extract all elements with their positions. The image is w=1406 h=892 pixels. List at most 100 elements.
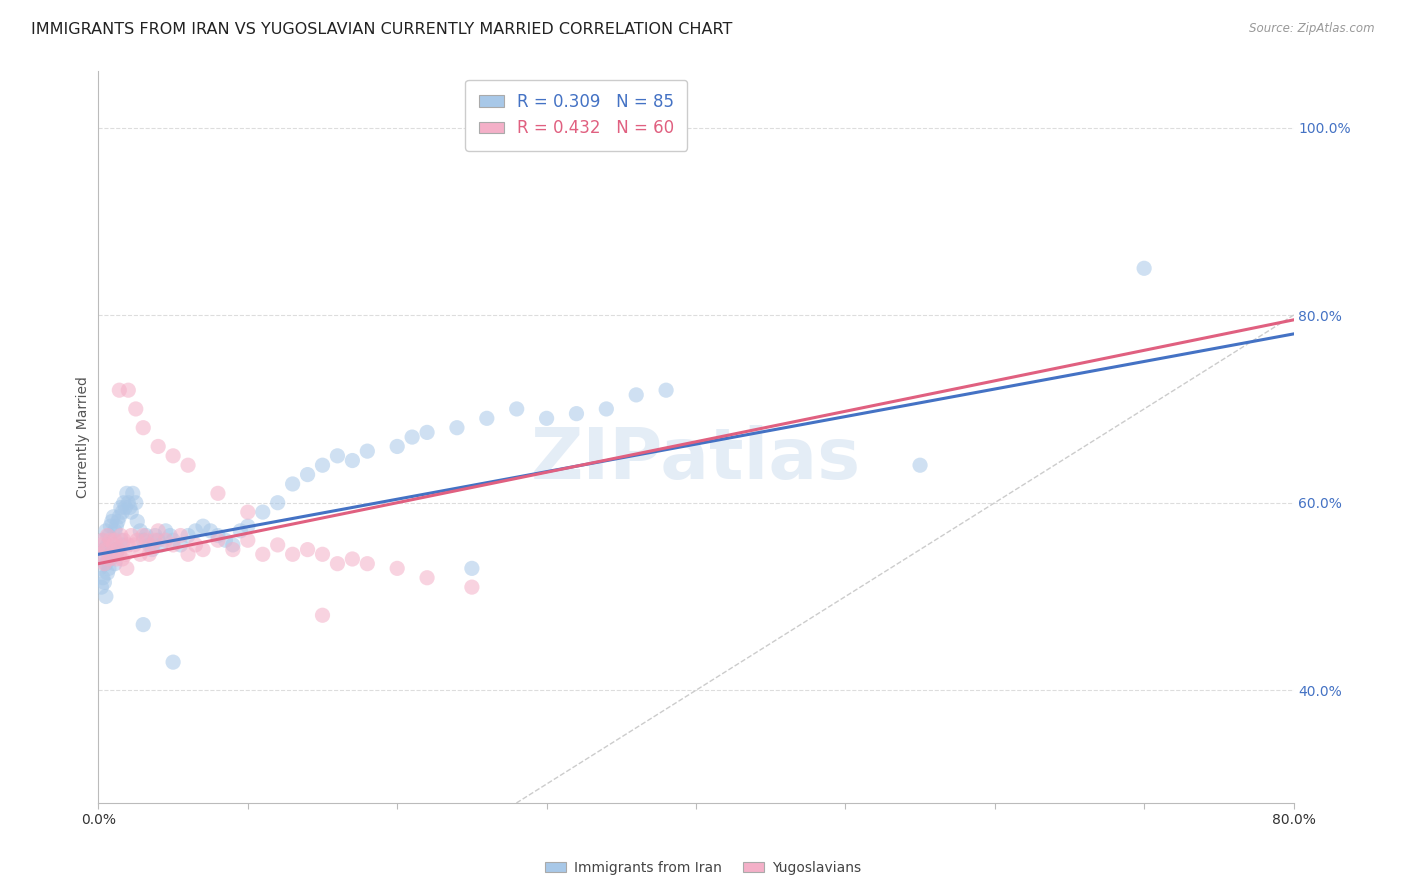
Point (141, 538, 163, 552)
Point (169, 528, 191, 542)
Point (107, 542, 129, 557)
Point (108, 509, 131, 524)
Point (536, 411, 558, 425)
Point (111, 505, 134, 519)
Point (101, 515, 124, 529)
Point (120, 528, 142, 542)
Point (118, 500, 141, 515)
Point (177, 528, 200, 542)
Point (356, 557, 378, 571)
Point (111, 538, 134, 552)
Point (475, 411, 498, 425)
Point (91, 533, 114, 548)
Point (229, 524, 252, 538)
Point (114, 547, 136, 561)
Point (200, 524, 222, 538)
Point (115, 486, 138, 500)
Point (908, 458, 931, 473)
Point (342, 552, 364, 566)
Point (91, 533, 114, 548)
Point (155, 524, 177, 538)
Point (97, 528, 120, 542)
Point (129, 524, 152, 538)
Point (141, 542, 163, 557)
Point (93, 557, 115, 571)
Point (98, 552, 122, 566)
Legend: Immigrants from Iran, Yugoslavians: Immigrants from Iran, Yugoslavians (540, 855, 866, 880)
Point (326, 557, 349, 571)
Point (207, 486, 229, 500)
Point (96, 538, 118, 552)
Point (267, 538, 290, 552)
Text: ZIPatlas: ZIPatlas (531, 425, 860, 493)
Point (191, 542, 214, 557)
Point (107, 515, 129, 529)
Point (506, 401, 529, 416)
Point (311, 547, 333, 561)
Point (281, 547, 304, 561)
Point (143, 528, 166, 542)
Point (110, 533, 132, 548)
Text: Source: ZipAtlas.com: Source: ZipAtlas.com (1250, 22, 1375, 36)
Point (148, 524, 170, 538)
Point (191, 519, 214, 533)
Point (94, 524, 117, 538)
Y-axis label: Currently Married: Currently Married (76, 376, 90, 498)
Point (281, 477, 304, 491)
Point (236, 533, 259, 548)
Point (111, 552, 134, 566)
Point (148, 440, 170, 454)
Point (114, 500, 136, 515)
Point (98, 533, 122, 548)
Point (89, 547, 111, 561)
Point (121, 486, 143, 500)
Point (112, 496, 135, 510)
Point (184, 538, 207, 552)
Point (162, 655, 184, 669)
Point (108, 547, 131, 561)
Point (105, 519, 128, 533)
Point (94, 590, 117, 604)
Point (252, 547, 274, 561)
Point (117, 538, 139, 552)
Point (169, 538, 191, 552)
Point (148, 533, 170, 548)
Point (117, 496, 139, 510)
Point (177, 458, 200, 473)
Point (401, 430, 423, 444)
Point (107, 542, 129, 557)
Point (98, 519, 122, 533)
Point (90, 580, 112, 594)
Point (184, 524, 207, 538)
Point (132, 617, 155, 632)
Point (342, 453, 364, 467)
Point (159, 528, 181, 542)
Point (125, 496, 148, 510)
Point (135, 528, 157, 542)
Point (207, 528, 229, 542)
Point (97, 561, 120, 575)
Point (297, 467, 319, 482)
Point (104, 533, 127, 548)
Point (385, 561, 409, 575)
Point (127, 533, 149, 548)
Point (214, 533, 236, 548)
Point (162, 538, 184, 552)
Point (94, 542, 117, 557)
Legend: R = 0.309   N = 85, R = 0.432   N = 60: R = 0.309 N = 85, R = 0.432 N = 60 (465, 79, 688, 151)
Point (297, 542, 319, 557)
Point (655, 383, 678, 397)
Point (177, 547, 200, 561)
Point (125, 401, 148, 416)
Point (446, 420, 468, 434)
Point (93, 542, 115, 557)
Point (93, 575, 115, 590)
Point (97, 552, 120, 566)
Point (91, 571, 114, 585)
Point (416, 571, 439, 585)
Point (110, 500, 132, 515)
Point (138, 547, 160, 561)
Point (103, 509, 125, 524)
Point (96, 528, 118, 542)
Point (94, 557, 117, 571)
